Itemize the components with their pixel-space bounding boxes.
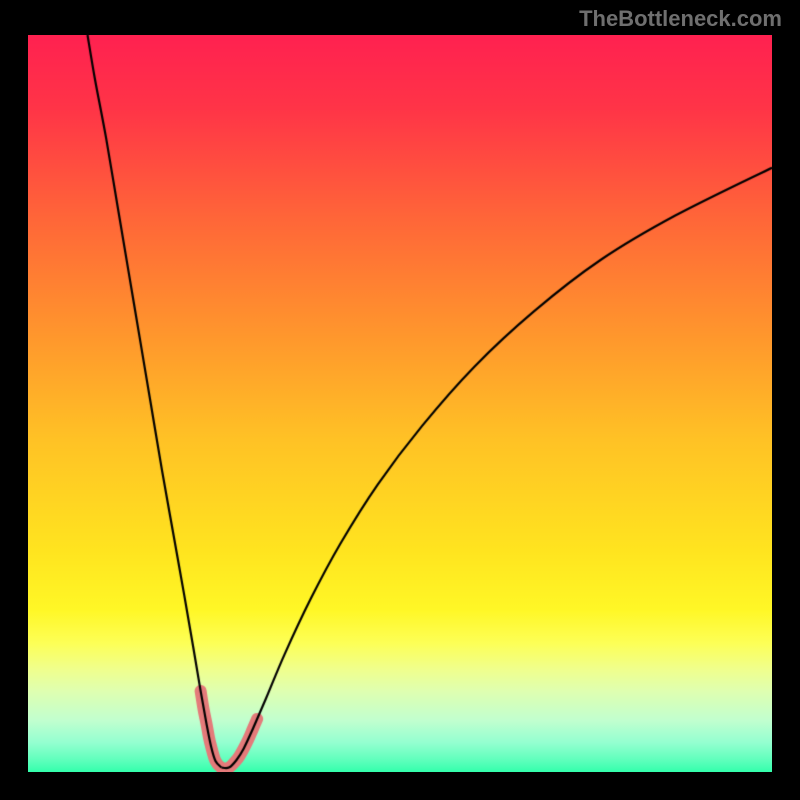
bottleneck-curve-canvas	[28, 35, 772, 772]
watermark-text: TheBottleneck.com	[579, 6, 782, 32]
plot-area	[28, 35, 772, 772]
